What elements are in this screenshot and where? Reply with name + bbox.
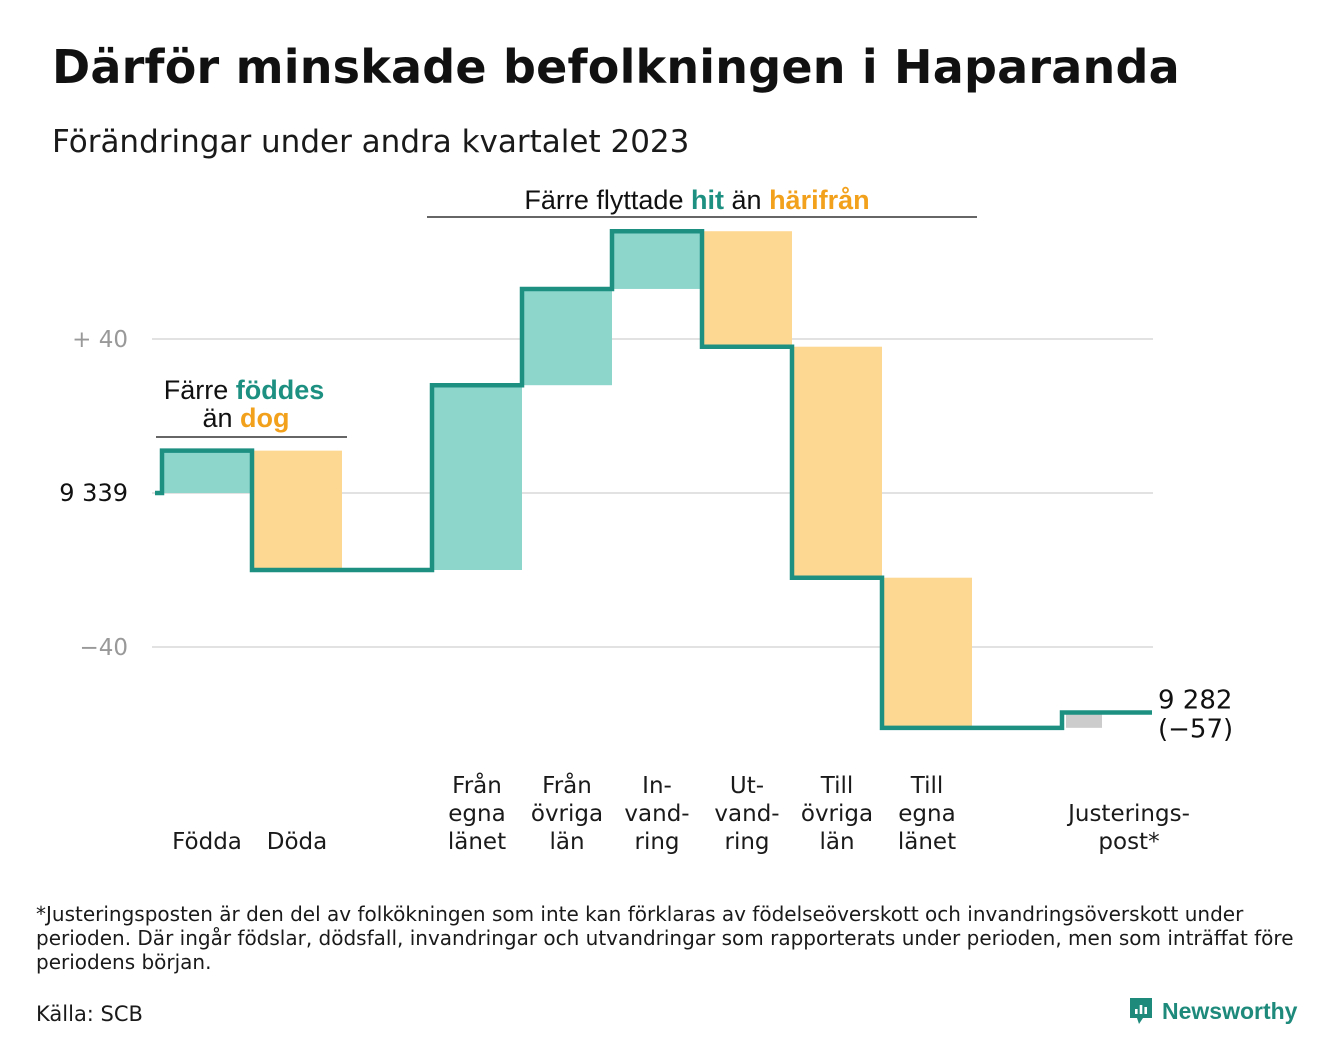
births-bracket-highlight: föddes [236, 375, 325, 405]
bar-tillegnalänet [882, 577, 972, 728]
x-axis-label: Födda [172, 829, 242, 855]
svg-text:än dog: än dog [202, 403, 289, 433]
chart-title: Därför minskade befolkningen i Haparanda [52, 40, 1180, 94]
births-bracket-prefix2: än [202, 403, 232, 433]
footnote: *Justeringsposten är den del av folkökni… [36, 902, 1294, 974]
x-axis-label: Till egna länet [898, 773, 956, 855]
migration-bracket-in: hit [691, 185, 724, 215]
end-labels: 9 282(−57) [1158, 685, 1233, 744]
bar-tillövrigalän [792, 346, 882, 578]
bar-justeringspost [1066, 712, 1102, 728]
waterfall-chart: + 40 9 339 −40 Födda Döda Från egna länet Från ö… [59, 185, 1233, 855]
births-bracket-prefix: Färre [164, 375, 229, 405]
migration-bracket-out: härifrån [769, 185, 870, 215]
chart-subtitle: Förändringar under andra kvartalet 2023 [52, 124, 690, 160]
migration-bracket-middle: än [732, 185, 762, 215]
bar-döda [252, 450, 342, 570]
step-line [155, 228, 1152, 731]
svg-text:Färre flyttade hit: Färre flyttade hit än härifrån [524, 185, 869, 215]
bar-frånövrigalän [522, 288, 612, 386]
bar-födda [162, 450, 252, 493]
x-axis-label: In-vand-ring [624, 773, 689, 855]
bar-frånegnalänet [432, 385, 522, 570]
x-axis-label: Från övriga län [531, 771, 603, 855]
bars [162, 231, 1102, 728]
y-tick-label: −40 [79, 635, 128, 661]
x-axis-label: Ut-vand-ring [714, 773, 779, 855]
bar-invandring [612, 231, 702, 289]
bar-utvandring [702, 231, 792, 347]
source-note: Källa: SCB [36, 1002, 143, 1026]
x-axis-label: Till övriga län [801, 773, 873, 855]
x-axis-label: Döda [267, 829, 327, 855]
waterfall-step-line [155, 228, 1152, 731]
migration-bracket-prefix: Färre flyttade [524, 185, 683, 215]
y-axis-ticks: + 40 9 339 −40 [59, 327, 128, 661]
x-axis-labels: Födda Döda Från egna länet Från övriga län In-va… [172, 771, 1190, 855]
x-axis-label: Justerings-post* [1066, 801, 1190, 855]
y-tick-label: + 40 [72, 327, 128, 353]
svg-text:Färre föddes: Färre föddes [164, 375, 325, 405]
end-change-label: (−57) [1158, 714, 1233, 744]
migration-bracket: Färre flyttade hit än härifrån [427, 185, 977, 218]
end-value-label: 9 282 [1158, 685, 1232, 715]
newsworthy-logo-icon [1130, 998, 1152, 1024]
births-bracket-highlight2: dog [240, 403, 289, 433]
brand-logo: Newsworthy [1128, 996, 1297, 1026]
start-value-label: 9 339 [59, 479, 128, 507]
brand-name: Newsworthy [1162, 997, 1298, 1024]
x-axis-label: Från egna länet [448, 771, 506, 855]
births-bracket: Färre föddes än dog [156, 375, 347, 438]
